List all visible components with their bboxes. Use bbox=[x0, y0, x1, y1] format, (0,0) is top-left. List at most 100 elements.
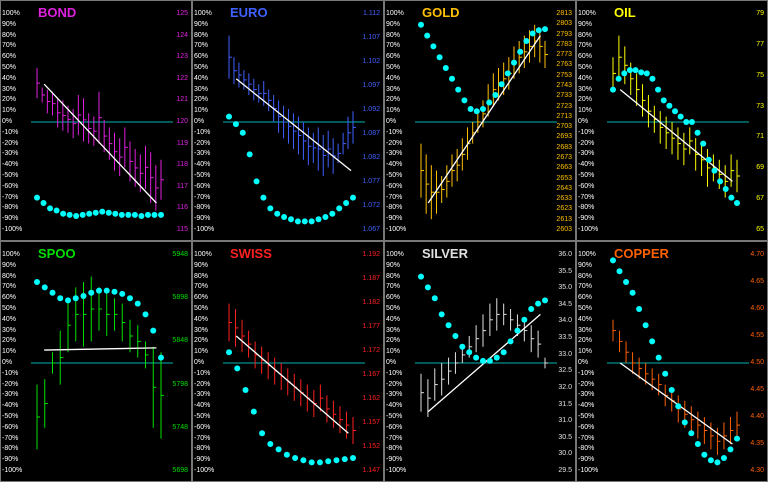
pct-tick-label: -50% bbox=[386, 413, 403, 420]
pct-tick-label: 0% bbox=[578, 118, 589, 125]
pct-tick-label: -50% bbox=[2, 413, 19, 420]
trend-line bbox=[235, 335, 349, 434]
pct-tick-label: 90% bbox=[386, 261, 401, 269]
price-tick-label: 4.65 bbox=[750, 278, 764, 285]
pct-tick-label: 80% bbox=[194, 31, 209, 39]
pct-tick-label: -100% bbox=[194, 226, 215, 233]
price-tick-label: 1.162 bbox=[362, 395, 380, 402]
indicator-dot bbox=[315, 216, 322, 223]
price-tick-label: 1.172 bbox=[362, 347, 380, 354]
indicator-dot bbox=[73, 212, 80, 219]
pct-tick-label: -50% bbox=[578, 172, 595, 179]
pct-tick-label: -30% bbox=[578, 150, 595, 158]
price-tick-label: 4.60 bbox=[750, 305, 764, 312]
indicator-dot bbox=[466, 349, 473, 356]
pct-tick-label: -60% bbox=[194, 182, 211, 190]
pct-tick-label: 0% bbox=[2, 359, 13, 366]
pct-tick-label: 30% bbox=[2, 326, 17, 334]
pct-tick-label: 100% bbox=[194, 10, 212, 17]
indicator-dot bbox=[242, 387, 249, 393]
pct-tick-label: 10% bbox=[194, 348, 209, 356]
price-tick-label: 35.5 bbox=[558, 267, 572, 275]
pct-tick-label: 30% bbox=[2, 85, 17, 93]
pct-tick-label: -70% bbox=[2, 434, 19, 442]
indicator-dot bbox=[125, 211, 132, 218]
pct-tick-label: -60% bbox=[578, 182, 595, 190]
pct-tick-label: -30% bbox=[386, 150, 403, 158]
indicator-dot bbox=[528, 306, 535, 312]
indicator-dot bbox=[517, 48, 524, 55]
indicator-dot bbox=[493, 354, 500, 361]
indicator-dot bbox=[158, 211, 164, 218]
indicator-dot bbox=[486, 357, 493, 364]
pct-tick-label: 0% bbox=[386, 118, 397, 125]
pct-tick-label: 70% bbox=[578, 42, 593, 50]
pct-tick-label: -90% bbox=[2, 456, 19, 464]
indicator-dot bbox=[127, 295, 133, 302]
indicator-dot bbox=[701, 451, 708, 458]
price-tick-label: 1.192 bbox=[362, 251, 380, 258]
indicator-dot bbox=[514, 327, 521, 334]
pct-tick-label: 40% bbox=[578, 315, 593, 323]
pct-tick-label: -50% bbox=[194, 413, 211, 420]
indicator-dot bbox=[158, 354, 164, 361]
pct-tick-label: 10% bbox=[386, 107, 401, 115]
indicator-dot bbox=[226, 113, 232, 120]
pct-tick-label: -90% bbox=[386, 215, 403, 223]
pct-tick-label: -60% bbox=[578, 423, 595, 431]
price-tick-label: 1.092 bbox=[362, 106, 380, 113]
price-tick-label: 2643 bbox=[556, 184, 572, 192]
pct-tick-label: 10% bbox=[2, 348, 17, 356]
indicator-dot bbox=[694, 129, 701, 136]
price-tick-label: 5798 bbox=[172, 380, 188, 388]
indicator-dot bbox=[424, 32, 431, 39]
panel-title-copper: COPPER bbox=[614, 246, 669, 261]
price-tick-label: 2673 bbox=[556, 154, 572, 161]
indicator-dot bbox=[507, 338, 514, 345]
plot-euro bbox=[223, 35, 365, 225]
indicator-dot bbox=[112, 210, 119, 217]
pct-tick-label: 20% bbox=[2, 337, 17, 345]
indicator-dot bbox=[103, 287, 110, 294]
price-tick-label: 4.40 bbox=[750, 413, 764, 420]
indicator-dot bbox=[666, 102, 673, 109]
panel-title-swiss: SWISS bbox=[230, 246, 272, 261]
pct-tick-label: -80% bbox=[2, 445, 19, 453]
indicator-dot bbox=[333, 457, 340, 464]
pct-tick-label: 90% bbox=[578, 20, 593, 28]
pct-tick-label: 80% bbox=[194, 272, 209, 280]
pct-tick-label: -90% bbox=[2, 215, 19, 223]
indicator-dot bbox=[461, 97, 468, 104]
indicator-dot bbox=[105, 209, 112, 216]
price-tick-label: 115 bbox=[176, 226, 188, 233]
price-tick-label: 2653 bbox=[556, 174, 572, 182]
pct-tick-label: -90% bbox=[194, 215, 211, 223]
price-tick-label: 71 bbox=[756, 133, 764, 141]
indicator-dot bbox=[626, 67, 633, 74]
pct-tick-label: 0% bbox=[194, 359, 205, 366]
pct-tick-label: -60% bbox=[386, 423, 403, 431]
price-tick-label: 1.087 bbox=[362, 130, 380, 137]
pct-tick-label: -40% bbox=[386, 161, 403, 169]
pct-tick-label: -70% bbox=[386, 434, 403, 442]
indicator-dot bbox=[632, 67, 639, 74]
indicator-dot bbox=[449, 75, 455, 82]
indicator-dot bbox=[88, 289, 95, 296]
price-tick-label: 2803 bbox=[556, 20, 572, 28]
pct-tick-label: -60% bbox=[2, 423, 19, 431]
pct-tick-label: -70% bbox=[386, 193, 403, 201]
pct-tick-label: 100% bbox=[2, 251, 20, 258]
price-tick-label: 1.072 bbox=[362, 202, 380, 209]
indicator-dot bbox=[281, 214, 288, 221]
indicator-dot bbox=[267, 441, 274, 447]
indicator-dot bbox=[57, 295, 64, 302]
pct-tick-label: 30% bbox=[578, 326, 593, 334]
pct-tick-label: 90% bbox=[386, 20, 401, 28]
price-tick-label: 32.0 bbox=[558, 383, 572, 391]
price-tick-label: 117 bbox=[176, 182, 188, 190]
indicator-dot bbox=[529, 30, 536, 37]
indicator-dot bbox=[649, 338, 656, 345]
price-tick-label: 1.157 bbox=[362, 419, 380, 426]
pct-tick-label: -100% bbox=[194, 467, 215, 474]
pct-tick-label: -40% bbox=[386, 402, 403, 410]
